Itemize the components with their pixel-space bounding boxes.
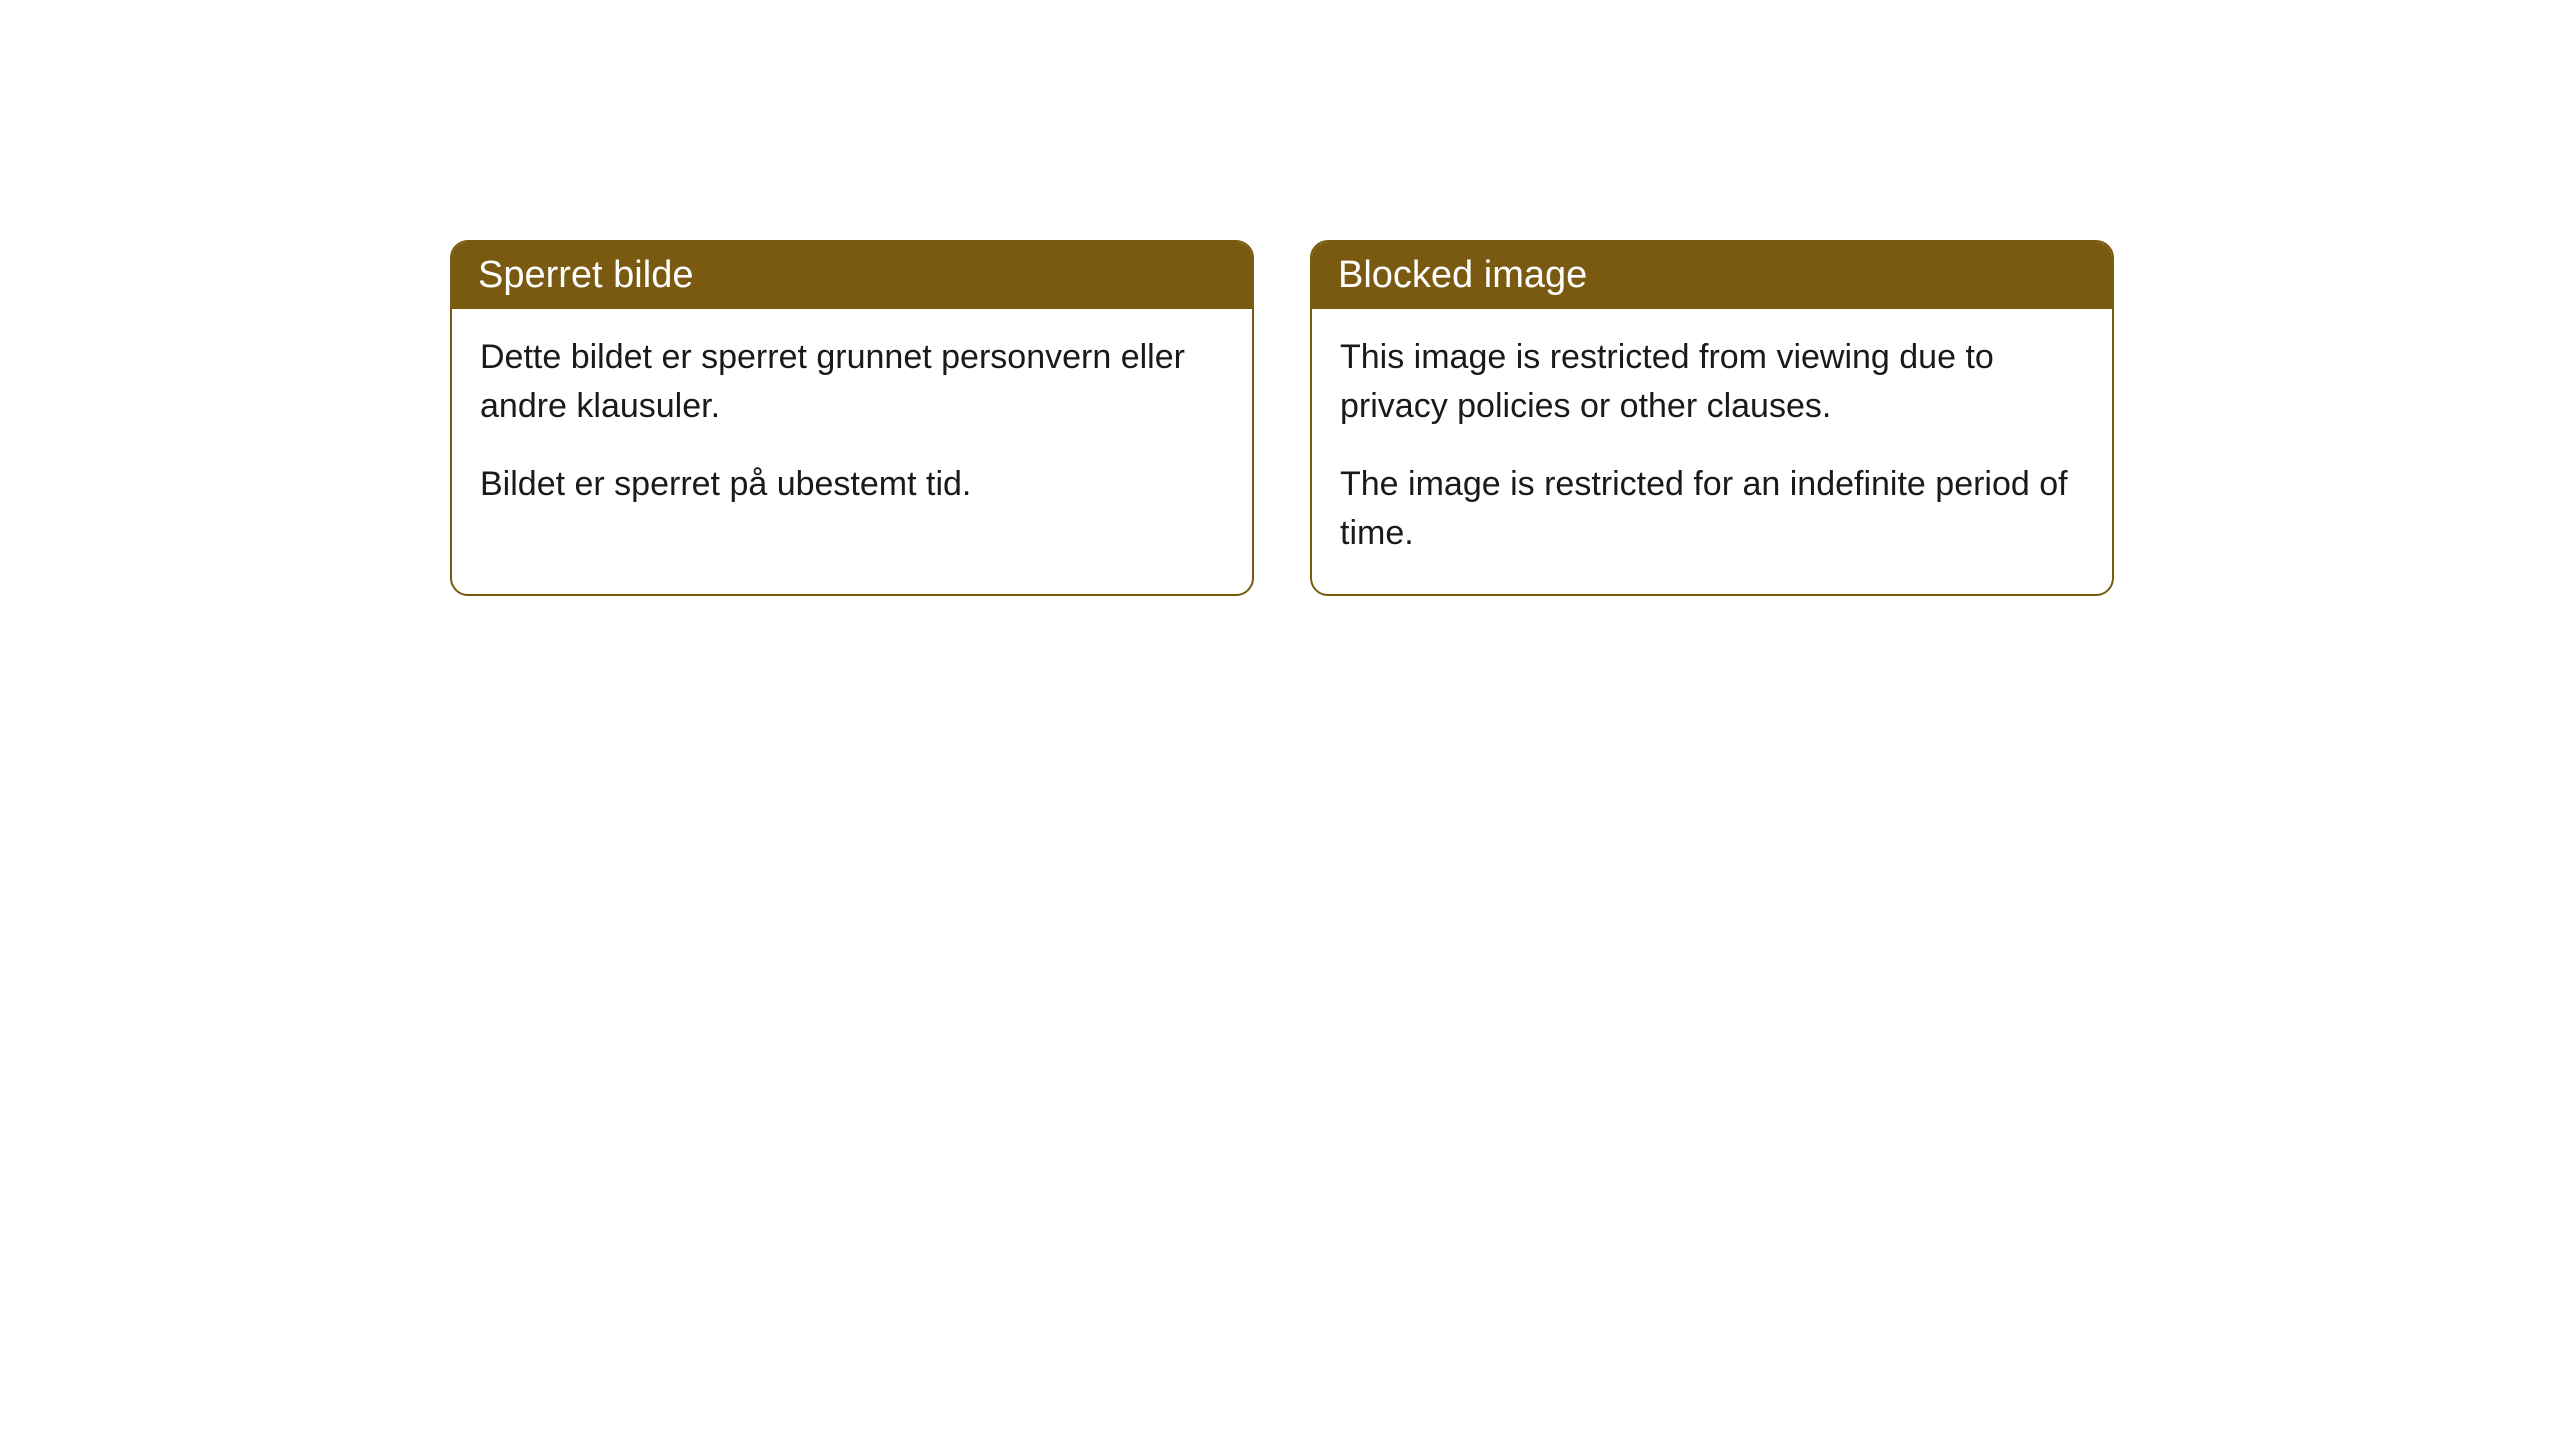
blocked-image-card-en: Blocked image This image is restricted f… (1310, 240, 2114, 596)
card-header-no: Sperret bilde (452, 242, 1252, 309)
card-paragraph: The image is restricted for an indefinit… (1340, 460, 2084, 559)
card-header-en: Blocked image (1312, 242, 2112, 309)
card-paragraph: Dette bildet er sperret grunnet personve… (480, 333, 1224, 432)
cards-container: Sperret bilde Dette bildet er sperret gr… (0, 0, 2560, 596)
card-paragraph: Bildet er sperret på ubestemt tid. (480, 460, 1224, 509)
blocked-image-card-no: Sperret bilde Dette bildet er sperret gr… (450, 240, 1254, 596)
card-paragraph: This image is restricted from viewing du… (1340, 333, 2084, 432)
card-body-no: Dette bildet er sperret grunnet personve… (452, 309, 1252, 545)
card-body-en: This image is restricted from viewing du… (1312, 309, 2112, 594)
